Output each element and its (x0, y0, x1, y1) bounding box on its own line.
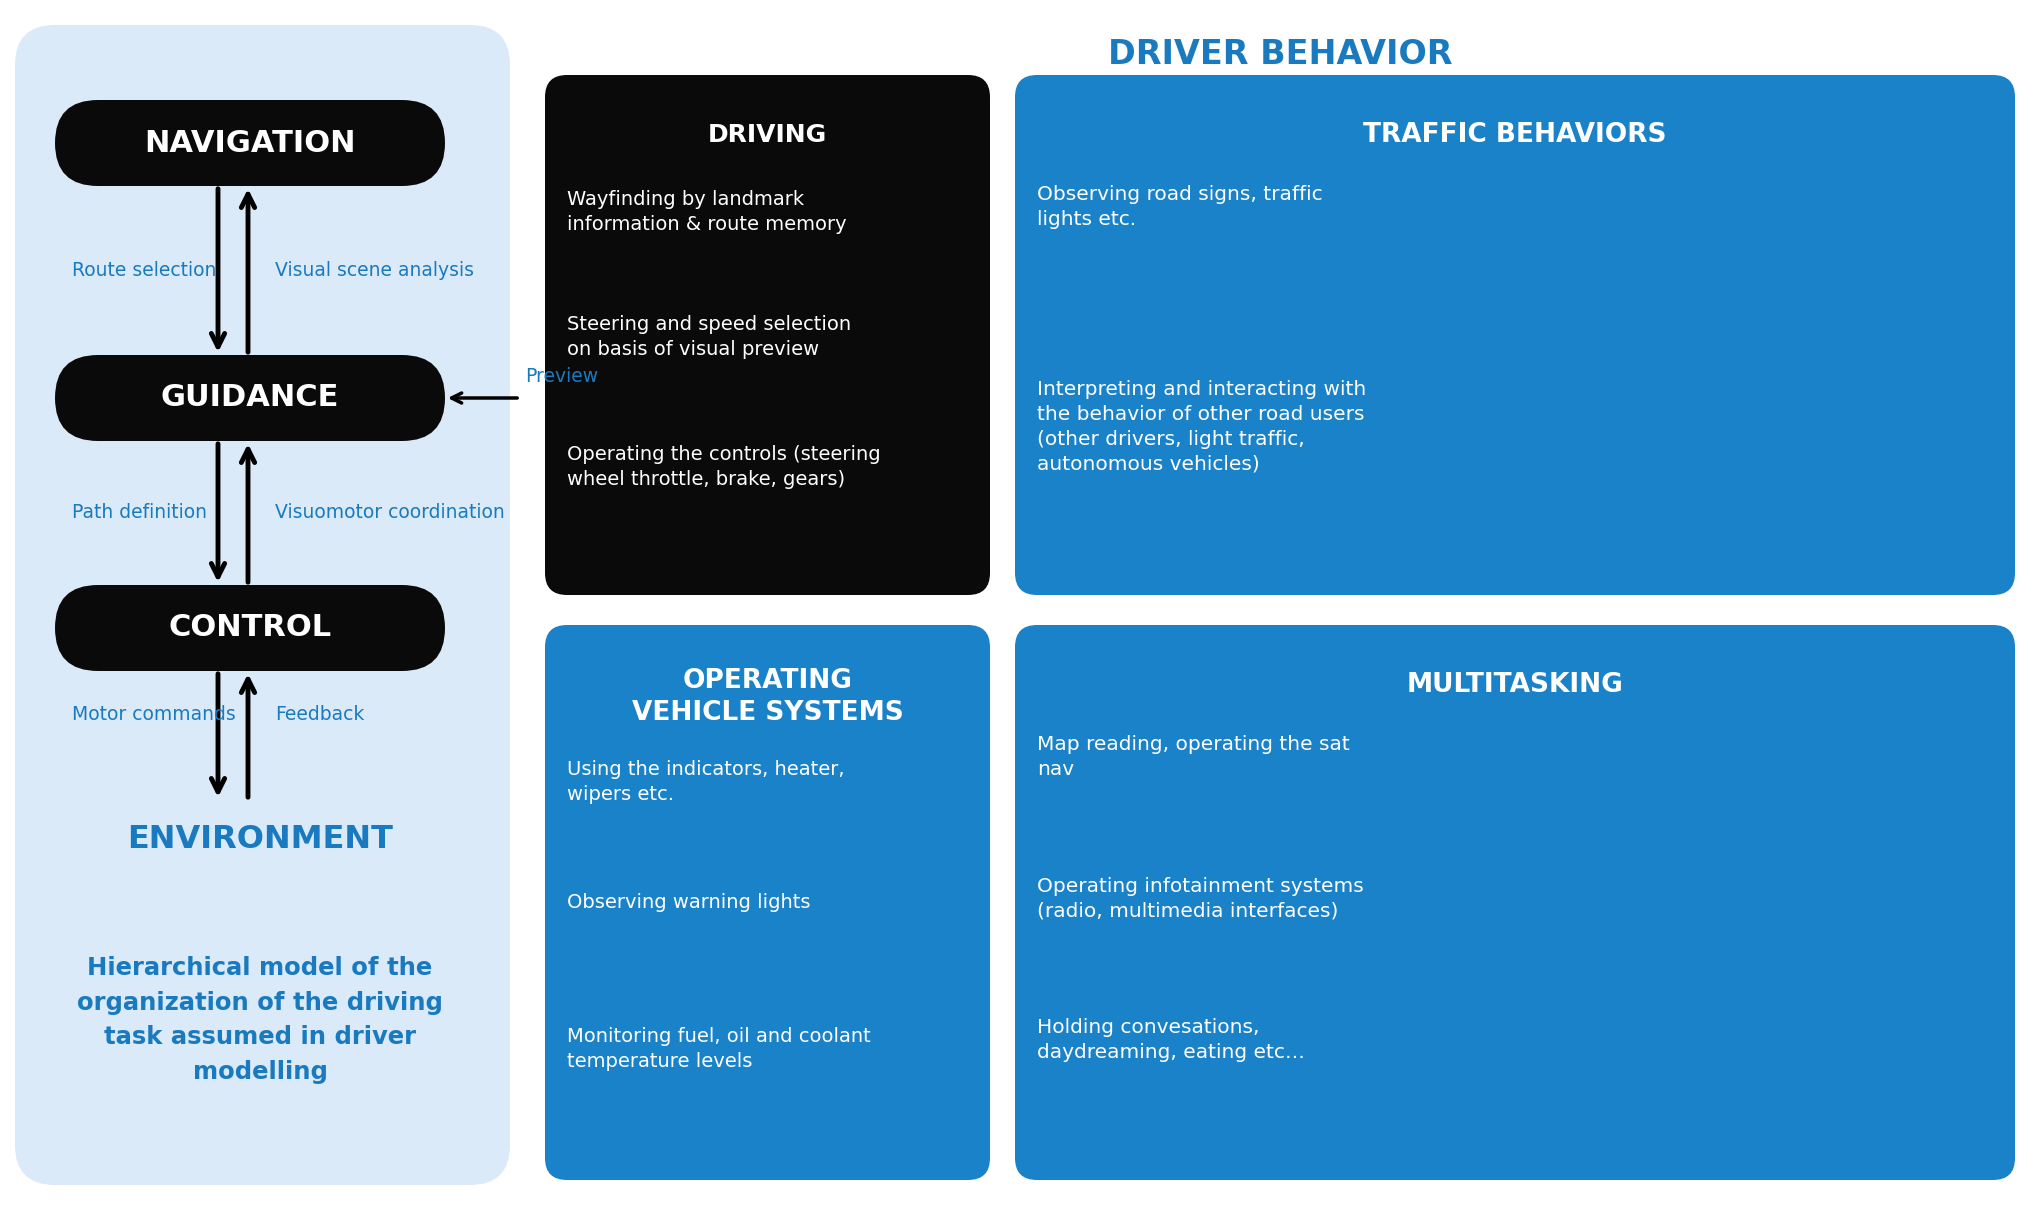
FancyBboxPatch shape (545, 626, 990, 1180)
FancyBboxPatch shape (55, 355, 445, 440)
Text: Observing warning lights: Observing warning lights (567, 893, 811, 912)
Text: Map reading, operating the sat
nav: Map reading, operating the sat nav (1036, 734, 1349, 779)
Text: Route selection: Route selection (71, 261, 215, 280)
Text: Feedback: Feedback (274, 704, 364, 724)
Text: Operating infotainment systems
(radio, multimedia interfaces): Operating infotainment systems (radio, m… (1036, 877, 1363, 921)
Text: Steering and speed selection
on basis of visual preview: Steering and speed selection on basis of… (567, 315, 851, 359)
Text: DRIVER BEHAVIOR: DRIVER BEHAVIOR (1107, 38, 1453, 71)
Text: Motor commands: Motor commands (71, 704, 236, 724)
Text: Holding convesations,
daydreaming, eating etc…: Holding convesations, daydreaming, eatin… (1036, 1019, 1305, 1062)
Text: Operating the controls (steering
wheel throttle, brake, gears): Operating the controls (steering wheel t… (567, 445, 880, 489)
Text: Path definition: Path definition (71, 503, 207, 523)
Text: Observing road signs, traffic
lights etc.: Observing road signs, traffic lights etc… (1036, 185, 1323, 229)
Text: Interpreting and interacting with
the behavior of other road users
(other driver: Interpreting and interacting with the be… (1036, 380, 1366, 474)
Text: Wayfinding by landmark
information & route memory: Wayfinding by landmark information & rou… (567, 190, 847, 234)
Text: Using the indicators, heater,
wipers etc.: Using the indicators, heater, wipers etc… (567, 760, 845, 803)
FancyBboxPatch shape (55, 100, 445, 186)
Text: Hierarchical model of the
organization of the driving
task assumed in driver
mod: Hierarchical model of the organization o… (77, 956, 443, 1084)
Text: TRAFFIC BEHAVIORS: TRAFFIC BEHAVIORS (1363, 122, 1666, 148)
FancyBboxPatch shape (55, 584, 445, 672)
Text: NAVIGATION: NAVIGATION (144, 128, 356, 157)
Text: Preview: Preview (524, 367, 597, 386)
Text: MULTITASKING: MULTITASKING (1406, 672, 1624, 698)
Text: OPERATING
VEHICLE SYSTEMS: OPERATING VEHICLE SYSTEMS (632, 668, 904, 726)
Text: GUIDANCE: GUIDANCE (161, 384, 339, 413)
FancyBboxPatch shape (1016, 75, 2016, 595)
Text: Monitoring fuel, oil and coolant
temperature levels: Monitoring fuel, oil and coolant tempera… (567, 1026, 872, 1071)
Text: Visuomotor coordination: Visuomotor coordination (274, 503, 504, 523)
Text: DRIVING: DRIVING (707, 123, 827, 146)
Text: ENVIRONMENT: ENVIRONMENT (128, 824, 392, 855)
Text: CONTROL: CONTROL (169, 613, 331, 643)
FancyBboxPatch shape (14, 25, 510, 1185)
Text: Visual scene analysis: Visual scene analysis (274, 261, 473, 280)
FancyBboxPatch shape (545, 75, 990, 595)
FancyBboxPatch shape (1016, 626, 2016, 1180)
